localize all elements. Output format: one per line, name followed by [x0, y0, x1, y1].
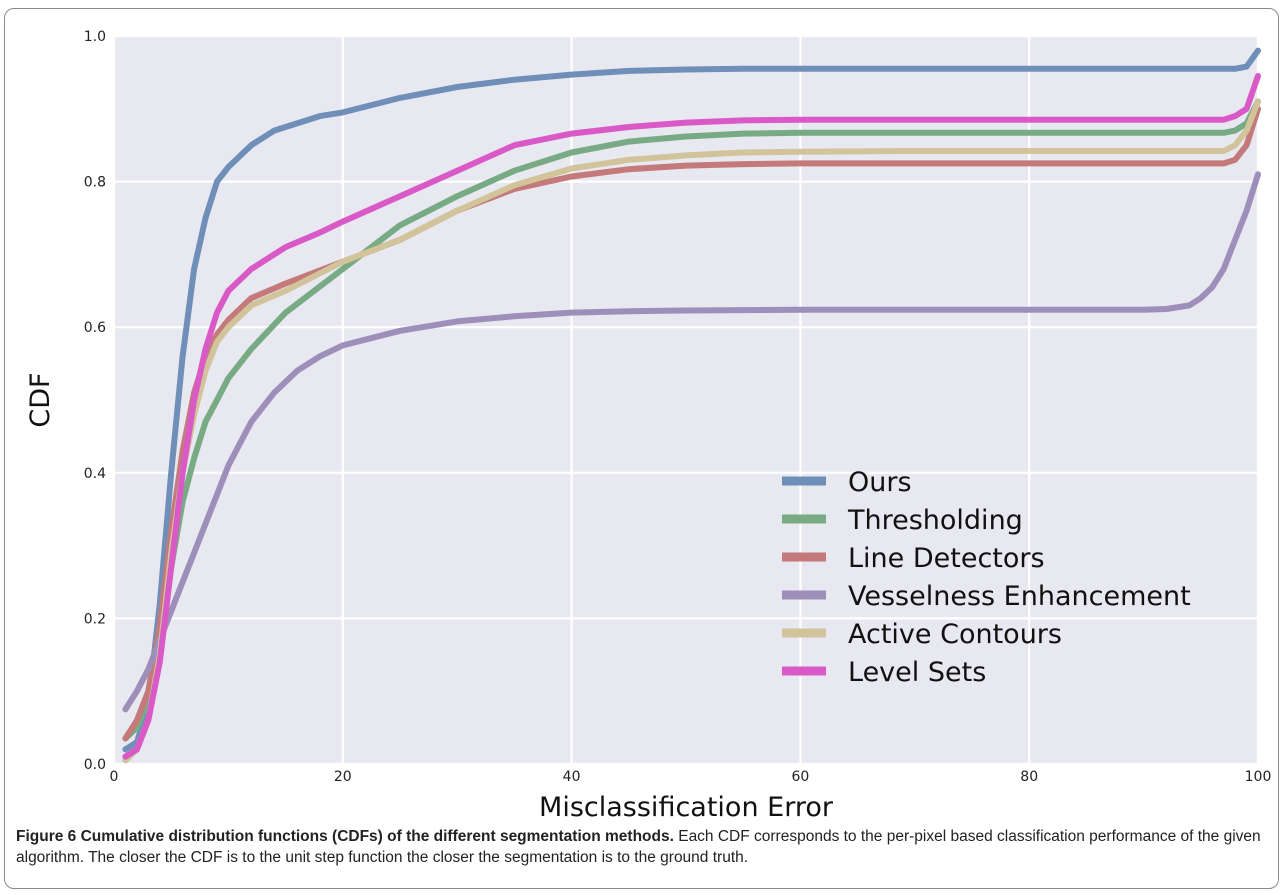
y-tick-label: 0.2 — [84, 611, 106, 627]
y-tick-label: 0.4 — [84, 466, 106, 482]
grid-lines — [112, 34, 1260, 766]
figure-caption: Figure 6 Cumulative distribution functio… — [16, 826, 1278, 868]
series-line-ours — [122, 47, 1261, 753]
y-tick-label: 0.0 — [84, 757, 106, 773]
x-tick-label: 20 — [334, 769, 352, 785]
legend-label: Line Detectors — [848, 543, 1045, 574]
legend-label: Ours — [848, 467, 912, 498]
caption-label: Figure 6 Cumulative distribution functio… — [16, 828, 674, 845]
y-tick-label: 1.0 — [84, 29, 106, 45]
y-axis-label: CDF — [25, 372, 56, 427]
caption-text: Each CDF corresponds to the per-pixel ba… — [16, 828, 1261, 866]
plot-area — [114, 36, 1258, 764]
y-tick-label: 0.8 — [84, 175, 106, 191]
series-line-vesselness-enhancement — [122, 171, 1261, 713]
legend-label: Level Sets — [848, 657, 986, 688]
tick-labels: 0 20 40 60 80 100 0.0 0.2 0.4 0.6 0.8 1.0 — [84, 29, 1272, 785]
legend-label: Thresholding — [847, 505, 1023, 536]
x-axis-label: Misclassification Error — [539, 792, 834, 823]
x-tick-label: 60 — [791, 769, 809, 785]
x-tick-label: 80 — [1020, 769, 1038, 785]
x-tick-label: 100 — [1245, 769, 1272, 785]
x-tick-label: 40 — [563, 769, 581, 785]
x-tick-label: 0 — [110, 769, 119, 785]
legend-label: Active Contours — [848, 619, 1062, 650]
legend: Ours Thresholding Line Detectors Vesselness… — [782, 467, 1191, 688]
y-tick-label: 0.6 — [84, 320, 106, 336]
series-line-level-sets — [122, 73, 1261, 760]
legend-label: Vesselness Enhancement — [848, 581, 1191, 612]
series-lines — [122, 47, 1261, 764]
cdf-chart: 0 20 40 60 80 100 0.0 0.2 0.4 0.6 0.8 1.0 Misclassi… — [25, 29, 1272, 823]
